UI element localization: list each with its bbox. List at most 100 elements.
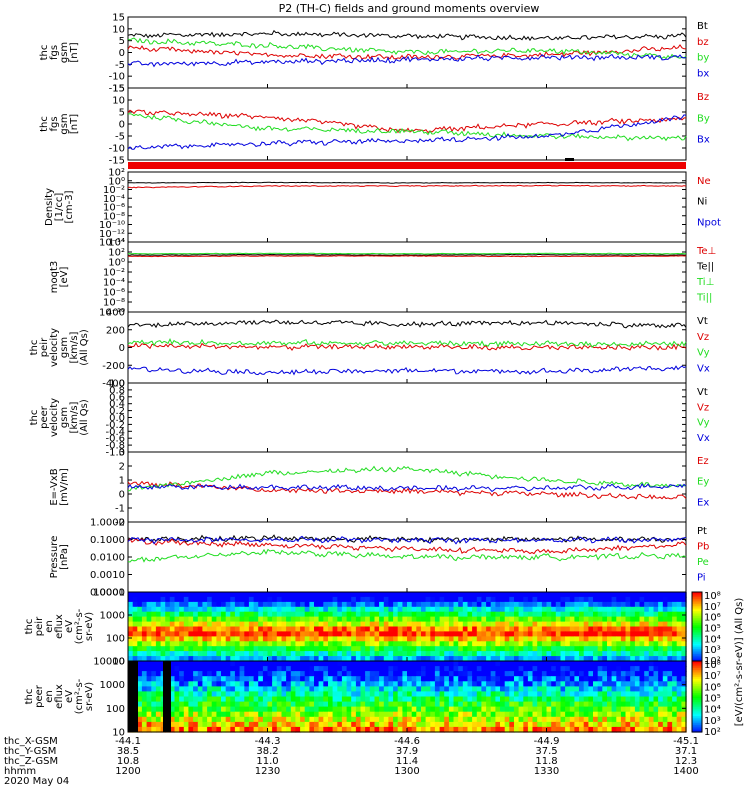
spectrogram-cell — [183, 631, 190, 637]
spectrogram-cell — [416, 636, 422, 642]
spectrogram-cell — [411, 666, 417, 672]
spectrogram-cell — [137, 631, 143, 637]
spectrogram-cell — [207, 696, 213, 703]
spectrogram-cell — [253, 616, 259, 623]
spectrogram-cell — [551, 646, 557, 652]
spectrogram-cell — [188, 596, 194, 603]
spectrogram-cell — [253, 656, 259, 662]
spectrogram-cell — [681, 606, 687, 613]
spectrogram-cell — [565, 616, 571, 623]
spectrogram-cell — [514, 651, 520, 657]
spectrogram-cell — [430, 621, 436, 628]
spectrogram-cell — [458, 651, 464, 657]
spectrogram-cell — [416, 686, 422, 693]
spectrogram-cell — [546, 641, 552, 647]
spectrogram-cell — [583, 626, 589, 632]
spectrogram-cell — [500, 626, 506, 632]
spectrogram-cell — [537, 616, 543, 623]
legend-Vx: Vx — [697, 363, 710, 374]
spectrogram-cell — [151, 641, 157, 647]
spectrogram-cell — [597, 711, 603, 718]
spectrogram-cell — [230, 716, 236, 723]
spectrogram-cell — [541, 631, 548, 637]
spectrogram-cell — [648, 596, 655, 603]
spectrogram-cell — [337, 721, 343, 728]
spectrogram-cell — [555, 671, 562, 677]
spectrogram-cell — [509, 596, 515, 603]
spectrogram-cell — [565, 711, 571, 718]
spectrogram-cell — [560, 646, 566, 652]
spectrogram-cell — [304, 726, 310, 733]
spectrogram-cell — [328, 611, 334, 618]
spectrogram-cell — [453, 631, 459, 637]
spectrogram-cell — [500, 616, 506, 623]
spectrogram-cell — [151, 691, 157, 698]
spectrogram-cell — [439, 626, 445, 632]
x-row-value: -44.1 — [115, 736, 141, 747]
panel-frame — [127, 521, 687, 593]
spectrogram-cell — [583, 696, 589, 703]
spectrogram-cell — [681, 646, 687, 652]
spectrogram-cell — [374, 691, 380, 698]
spectrogram-cell — [476, 691, 483, 698]
spectrogram-cell — [565, 686, 571, 693]
spectrogram-cell — [672, 616, 678, 623]
spectrogram-cell — [495, 661, 501, 667]
spectrogram-cell — [318, 596, 324, 603]
spectrogram-cell — [151, 671, 157, 677]
spectrogram-cell — [407, 681, 413, 687]
spectrogram-cell — [281, 711, 287, 718]
spectrogram-cell — [546, 611, 552, 618]
spectrogram-cell — [225, 691, 231, 698]
spectrogram-cell — [681, 601, 687, 608]
spectrogram-cell — [597, 651, 603, 657]
spectrogram-cell — [616, 711, 622, 718]
series-Vy — [127, 337, 687, 348]
spectrogram-cell — [300, 641, 306, 647]
spectrogram-cell — [244, 626, 250, 632]
spectrogram-cell — [500, 721, 506, 728]
spectrogram-cell — [179, 656, 185, 662]
spectrogram-cell — [541, 656, 548, 662]
spectrogram-cell — [588, 721, 594, 728]
spectrogram-cell — [146, 716, 152, 723]
spectrogram-cell — [262, 616, 269, 623]
spectrogram-cell — [425, 671, 431, 677]
legend-Npot: Npot — [697, 217, 721, 228]
spectrogram-cell — [416, 592, 422, 598]
spectrogram-cell — [211, 606, 217, 613]
spectrogram-cell — [360, 666, 366, 672]
spectrogram-cell — [597, 641, 603, 647]
spectrogram-cell — [672, 696, 678, 703]
spectrogram-cell — [341, 701, 348, 708]
spectrogram-cell — [197, 711, 204, 718]
spectrogram-cell — [188, 706, 194, 713]
spectrogram-cell — [383, 701, 390, 708]
spectrogram-cell — [267, 646, 273, 652]
colorbar-cell — [692, 664, 702, 667]
spectrogram-cell — [169, 611, 176, 618]
spectrogram-cell — [146, 721, 152, 728]
spectrogram-cell — [290, 611, 297, 618]
spectrogram-cell — [421, 666, 427, 672]
spectrogram-cell — [486, 592, 492, 598]
spectrogram-cell — [290, 721, 297, 728]
spectrogram-cell — [458, 621, 464, 628]
spectrogram-cell — [495, 696, 501, 703]
spectrogram-cell — [402, 701, 408, 708]
spectrogram-cell — [546, 716, 552, 723]
spectrogram-cell — [681, 676, 687, 682]
spectrogram-cell — [346, 601, 352, 608]
spectrogram-cell — [486, 696, 492, 703]
spectrogram-cell — [351, 676, 357, 682]
spectrogram-cell — [448, 686, 455, 693]
spectrogram-cell — [141, 691, 148, 698]
spectrogram-cell — [430, 641, 436, 647]
spectrogram-cell — [583, 601, 589, 608]
spectrogram-cell — [360, 686, 366, 693]
spectrogram-cell — [569, 666, 576, 672]
spectrogram-cell — [197, 661, 204, 667]
spectrogram-cell — [388, 686, 394, 693]
spectrogram-cell — [397, 656, 403, 662]
spectrogram-cell — [225, 726, 231, 733]
